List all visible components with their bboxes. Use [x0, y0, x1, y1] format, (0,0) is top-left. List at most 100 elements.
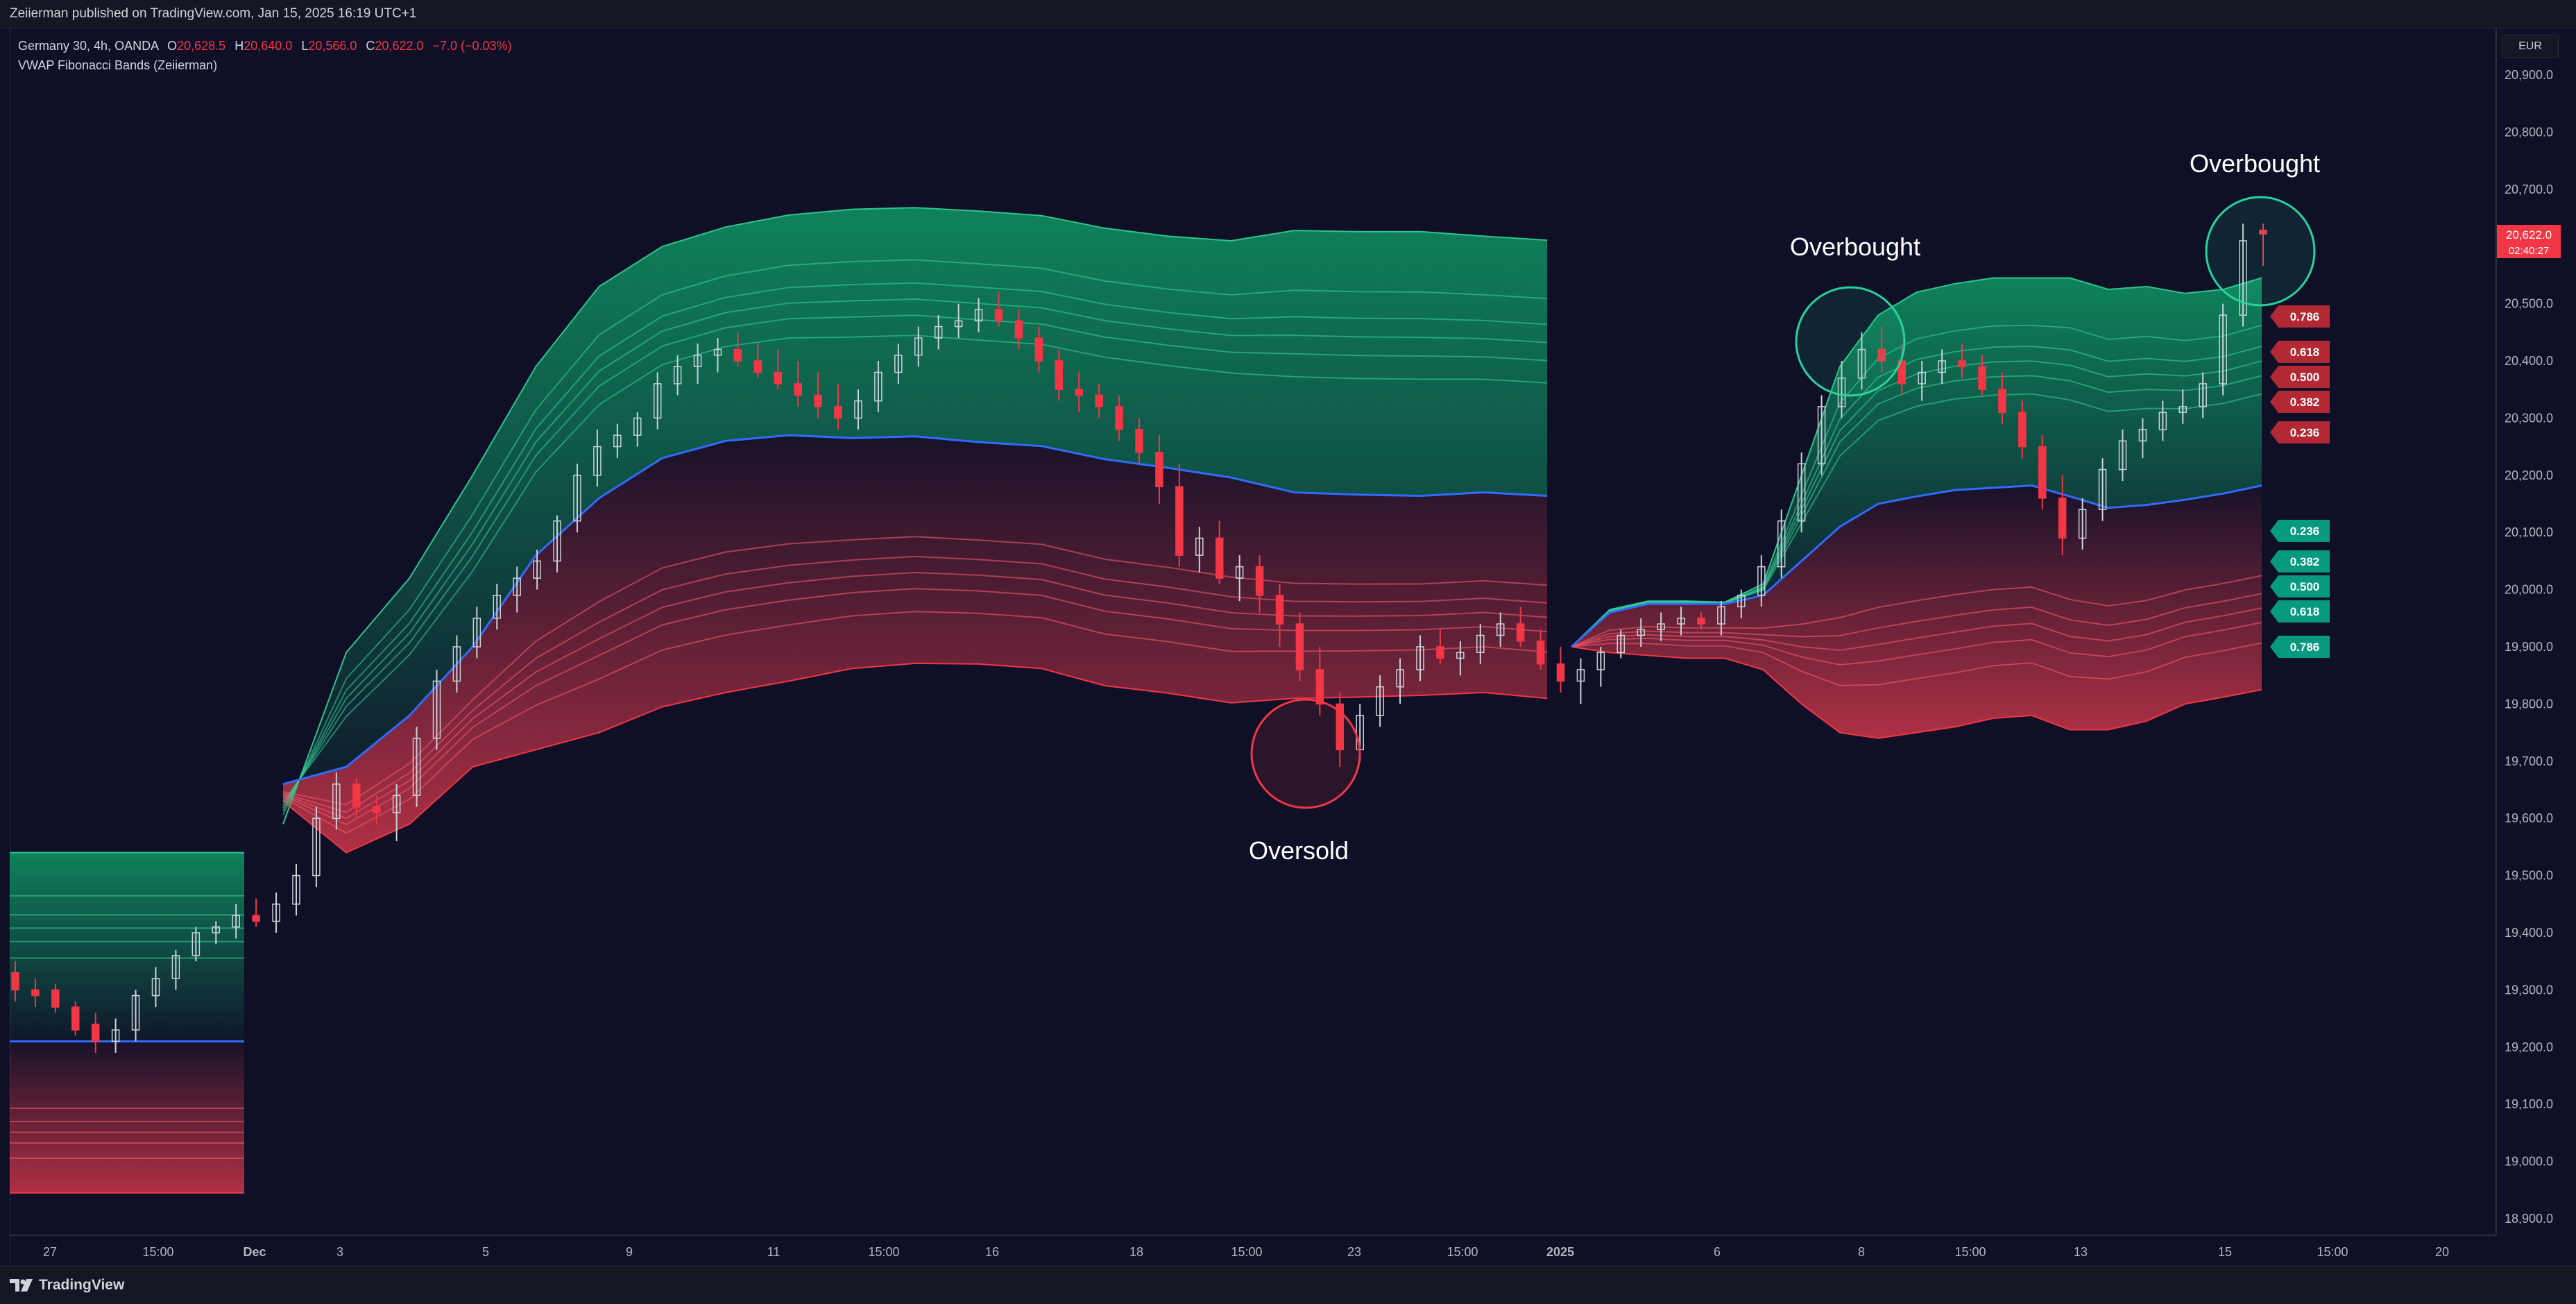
vwap-line: [1571, 484, 2262, 648]
price-tick-label: 19,900.0: [2505, 640, 2553, 654]
bottom-bar: TradingView: [0, 1266, 2576, 1304]
time-tick-label: 5: [482, 1245, 489, 1259]
fib-tag-upper: [2270, 366, 2330, 388]
candle-body: [1275, 595, 1284, 625]
candle-body: [1837, 377, 1846, 407]
fib-tag-upper: [2270, 391, 2330, 413]
lower-band-edge: [1571, 646, 2262, 739]
candle-body: [1155, 452, 1163, 488]
candle-body: [1737, 595, 1746, 608]
candle-body: [1857, 348, 1866, 379]
legend-indicator[interactable]: VWAP Fibonacci Bands (Zeiierman): [18, 58, 218, 72]
price-tick-label: 19,200.0: [2505, 1040, 2553, 1054]
lower-fib-line: [1571, 642, 2262, 686]
upper-fib-line: [282, 282, 1548, 811]
time-tick-label: 15:00: [2317, 1245, 2348, 1259]
candle-body: [1436, 646, 1444, 659]
price-axis[interactable]: 20,900.020,800.020,700.020,600.020,500.0…: [2496, 28, 2553, 1235]
fib-tag-lower: [2270, 575, 2330, 598]
candle-body: [232, 915, 240, 928]
candle-body: [1295, 623, 1304, 670]
lower-fib-line: [282, 611, 1548, 834]
price-tick-label: 19,700.0: [2505, 754, 2553, 768]
annotations: Oversold Overbought Overbought: [1249, 149, 2320, 865]
overbought-circle-1: [1795, 286, 1906, 397]
candle-body: [2038, 446, 2047, 499]
currency-button[interactable]: EUR: [2502, 35, 2559, 58]
candle-body: [312, 818, 321, 877]
bull-band-fill: [10, 852, 244, 1042]
candle-body: [2199, 383, 2207, 407]
candle-body: [1596, 652, 1605, 670]
candle-body: [1175, 486, 1184, 556]
time-tick-label: 8: [1858, 1245, 1865, 1259]
legend-high-value: 20,640.0: [244, 39, 293, 53]
candle-body: [1958, 360, 1966, 367]
lower-band-edge: [282, 662, 1548, 854]
candle-body: [693, 355, 702, 367]
candle-body: [151, 978, 160, 997]
lower-fib-line: [282, 536, 1548, 806]
candle-body: [894, 355, 903, 373]
fib-tag-lower-text: 0.618: [2290, 605, 2320, 618]
candle-body: [493, 595, 502, 619]
candle-body: [814, 394, 822, 407]
vwap-fib-bands: [10, 207, 2262, 1194]
time-axis[interactable]: 27 15:00 Dec 3 5 9 11 15:00 16 18 15:00 23 15:00 2025…: [10, 1235, 2496, 1259]
candle-body: [994, 309, 1003, 322]
price-tick-label: 20,400.0: [2505, 354, 2553, 368]
published-text: Zeiierman published on TradingView.com, …: [10, 6, 417, 21]
candle-body: [1637, 629, 1645, 636]
candle-body: [372, 806, 381, 813]
candle-body: [934, 325, 943, 339]
candle-body: [1918, 371, 1926, 384]
candle-body: [1476, 634, 1485, 653]
oversold-circle: [1250, 698, 1361, 809]
candle-body: [1496, 623, 1505, 636]
candle-body: [352, 784, 361, 808]
fib-tag-lower-text: 0.236: [2290, 525, 2320, 538]
candle-body: [212, 926, 221, 933]
candle-body: [131, 994, 140, 1031]
legend-symbol[interactable]: Germany 30, 4h, OANDA: [18, 39, 159, 53]
candle-body: [673, 366, 682, 384]
legend-indicator-row: VWAP Fibonacci Bands (Zeiierman): [18, 56, 512, 75]
candle-body: [2239, 240, 2247, 316]
candle-body: [1998, 389, 2006, 413]
price-tick-label: 20,300.0: [2505, 411, 2553, 425]
time-tick-label: Dec: [243, 1245, 266, 1259]
candle-body: [1717, 606, 1725, 625]
top-bar: Zeiierman published on TradingView.com, …: [0, 0, 2576, 28]
upper-band-edge: [282, 207, 1548, 824]
candle-body: [2098, 468, 2107, 510]
candle-body: [392, 795, 401, 813]
candle-body: [2138, 429, 2147, 442]
bull-band-fill: [1571, 278, 2262, 647]
time-tick-label: 15:00: [1231, 1245, 1262, 1259]
overbought-circle-2: [2205, 196, 2316, 307]
candle-body: [2018, 412, 2027, 448]
candle-body: [1817, 406, 1826, 465]
candle-body: [774, 371, 783, 384]
candle-body: [613, 434, 622, 448]
candle-body: [1336, 703, 1345, 751]
chart-frame[interactable]: [10, 28, 2576, 1266]
time-tick-label: 11: [767, 1245, 781, 1259]
tradingview-logo[interactable]: TradingView: [10, 1276, 124, 1294]
candle-body: [1034, 337, 1043, 362]
candle-body: [2219, 314, 2227, 384]
time-tick-label: 6: [1714, 1245, 1721, 1259]
candle-body: [1536, 641, 1545, 665]
candle-body: [2158, 412, 2167, 430]
time-tick-label: 3: [336, 1245, 343, 1259]
time-tick-label: 23: [1347, 1245, 1361, 1259]
upper-fib-line: [282, 335, 1548, 802]
candle-body: [432, 680, 441, 739]
legend-close-value: 20,622.0: [375, 39, 424, 53]
candle-body: [733, 348, 742, 362]
candle-body: [553, 520, 561, 562]
candle-body: [91, 1024, 100, 1042]
price-tick-label: 19,800.0: [2505, 697, 2553, 711]
candle-body: [1677, 618, 1685, 625]
